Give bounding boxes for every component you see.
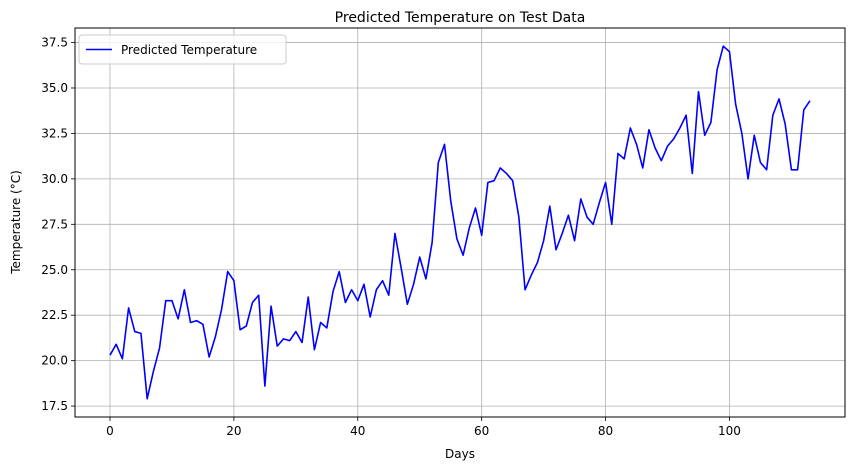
legend-label: Predicted Temperature [121,43,257,57]
y-tick-label: 22.5 [41,308,68,322]
y-tick-label: 25.0 [41,263,68,277]
y-tick-label: 32.5 [41,126,68,140]
series-layer [109,45,811,400]
y-tick-label: 17.5 [41,399,68,413]
x-axis-label: Days [445,447,475,461]
y-tick-label: 20.0 [41,354,68,368]
x-tick-label: 20 [226,424,241,438]
x-tick-label: 100 [718,424,741,438]
x-tick-label: 40 [350,424,365,438]
y-tick-label: 35.0 [41,81,68,95]
y-tick-label: 37.5 [41,36,68,50]
legend: Predicted Temperature [78,34,287,65]
plot-area [75,28,845,417]
x-tick-label: 60 [474,424,489,438]
y-axis-ticks: 17.5 20.0 22.5 25.0 27.5 30.0 32.5 35.0 37.5 [41,36,75,413]
grid [75,28,845,417]
y-tick-label: 27.5 [41,217,68,231]
y-axis-label: Temperature (°C) [9,170,23,275]
x-tick-label: 0 [106,424,114,438]
chart-title: Predicted Temperature on Test Data [335,10,586,26]
x-axis-ticks: 0 20 40 60 80 100 [106,417,741,438]
legend-box [78,34,287,65]
plot-frame [74,27,846,418]
series-line-predicted-temperature [109,45,811,400]
y-tick-label: 30.0 [41,172,68,186]
x-tick-label: 80 [598,424,613,438]
